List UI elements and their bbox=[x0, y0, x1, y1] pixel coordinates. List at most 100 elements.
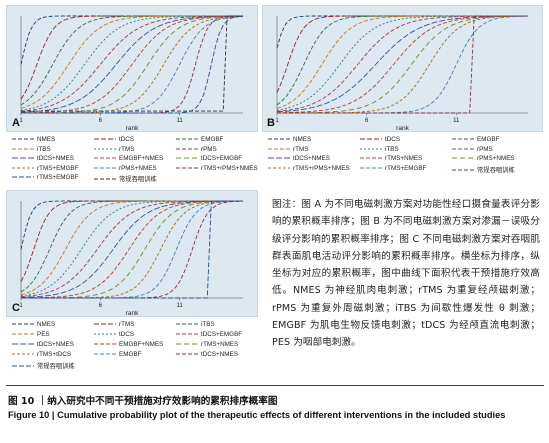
legend-label: rTMS bbox=[119, 145, 135, 153]
legend-label: rPMS+NMES bbox=[119, 164, 157, 172]
legend-label: rPMS+NMES bbox=[477, 155, 515, 162]
series-line bbox=[20, 200, 243, 282]
series-line bbox=[21, 15, 244, 114]
legend-item: iTBS bbox=[12, 146, 51, 153]
legend-item: PES bbox=[12, 331, 50, 338]
legend-swatch bbox=[360, 157, 382, 159]
legend-item: rTMS+rPMS+NMES bbox=[268, 165, 350, 172]
panel-b: 1 6 11 rank B bbox=[262, 5, 543, 132]
legend-swatch bbox=[12, 138, 34, 140]
legend-swatch bbox=[94, 167, 116, 169]
legend-item: tDCS bbox=[94, 331, 134, 338]
series-line bbox=[21, 200, 243, 299]
x-tick-label: 6 bbox=[99, 303, 103, 309]
legend-label: rTMS bbox=[119, 321, 135, 328]
legend-item: rTMS bbox=[94, 321, 134, 328]
legend-label: tDCS+NMES bbox=[201, 351, 238, 358]
caption-english: Figure 10 | Cumulative probability plot … bbox=[8, 410, 506, 420]
legend-swatch bbox=[360, 167, 382, 169]
legend-label: rTMS+NMES bbox=[385, 155, 423, 162]
legend-item: 常规吞咽训练 bbox=[94, 174, 157, 183]
legend-label: NMES bbox=[37, 136, 56, 143]
legend-item: tDCS bbox=[360, 136, 400, 143]
legend-label: tDCS+EMGBF bbox=[201, 155, 243, 162]
series-line bbox=[20, 15, 243, 106]
legend-item: rTMS+EMGBF bbox=[12, 174, 78, 181]
legend-label: tDCS bbox=[119, 136, 135, 143]
legend-swatch bbox=[176, 148, 198, 150]
legend-label: EMGBF bbox=[119, 351, 142, 358]
legend-item: tDCS+NMES bbox=[12, 341, 74, 348]
legend-item: 常规吞咽训练 bbox=[452, 165, 515, 174]
legend-swatch bbox=[94, 323, 116, 325]
legend-swatch bbox=[452, 148, 474, 150]
series-line bbox=[276, 15, 528, 112]
series-line bbox=[20, 200, 243, 297]
panel-c-plot: 1 6 11 rank bbox=[19, 200, 244, 317]
legend-item: rPMS+NMES bbox=[452, 155, 515, 162]
series-line bbox=[20, 15, 243, 100]
legend-swatch bbox=[94, 157, 116, 159]
legend-item: rPMS bbox=[452, 146, 493, 153]
legend-swatch bbox=[176, 167, 198, 169]
legend-item: iTBS bbox=[360, 146, 399, 153]
legend-label: rTMS+rPMS+NMES bbox=[293, 164, 350, 172]
legend-item: rTMS+NMES bbox=[176, 341, 238, 348]
legend-label: 常规吞咽训练 bbox=[477, 166, 515, 174]
legend-swatch bbox=[452, 138, 474, 140]
series-line bbox=[20, 15, 243, 112]
panel-b-legend: NMES tDCS EMGBF rTMS iTBS rPMS tDCS+NMES rTMS+N… bbox=[262, 133, 543, 185]
x-tick-label: 1 bbox=[19, 118, 23, 124]
series-line bbox=[20, 15, 243, 65]
legend-label: NMES bbox=[37, 321, 56, 328]
legend-item: rTMS+EMGBF bbox=[12, 165, 78, 172]
series-line bbox=[21, 200, 243, 299]
legend-item: rTMS+tDCS bbox=[12, 351, 71, 358]
x-tick-label: 6 bbox=[99, 118, 103, 124]
legend-item: rPMS bbox=[176, 146, 217, 153]
series-line bbox=[20, 15, 243, 111]
legend-label: rPMS bbox=[201, 145, 217, 153]
panel-a-plot: 1 6 11 rank bbox=[19, 15, 244, 132]
legend-label: tDCS+NMES bbox=[293, 155, 330, 162]
legend-swatch bbox=[176, 138, 198, 140]
legend-label: rTMS+rPMS+NMES bbox=[201, 164, 258, 172]
legend-item: tDCS+NMES bbox=[268, 155, 330, 162]
legend-item: NMES bbox=[268, 136, 311, 143]
legend-item: NMES bbox=[12, 136, 55, 143]
series-line bbox=[277, 15, 528, 114]
x-tick-label: 11 bbox=[176, 118, 183, 124]
legend-swatch bbox=[12, 176, 34, 178]
legend-swatch bbox=[12, 323, 34, 325]
series-line bbox=[20, 15, 243, 113]
legend-swatch bbox=[12, 343, 34, 345]
legend-label: rTMS+EMGBF bbox=[37, 174, 79, 181]
legend-label: rTMS+EMGBF bbox=[385, 164, 427, 172]
legend-swatch bbox=[12, 353, 34, 355]
panel-b-plot: 1 6 11 rank bbox=[275, 15, 529, 132]
legend-swatch bbox=[452, 157, 474, 159]
legend-item: 常规吞咽训练 bbox=[12, 361, 75, 370]
series-line bbox=[276, 15, 528, 113]
legend-swatch bbox=[94, 353, 116, 355]
legend-label: EMGBF bbox=[201, 136, 224, 143]
x-axis-label: rank bbox=[126, 125, 139, 132]
x-tick-label: 11 bbox=[453, 118, 460, 124]
series-line bbox=[276, 15, 528, 111]
legend-label: tDCS+EMGBF bbox=[201, 331, 243, 338]
legend-item: rTMS+NMES bbox=[360, 155, 422, 162]
legend-label: tDCS+NMES bbox=[37, 155, 74, 162]
legend-item: EMGBF+NMES bbox=[94, 155, 163, 162]
legend-item: tDCS+NMES bbox=[12, 155, 74, 162]
x-axis-label: rank bbox=[126, 310, 139, 317]
series-line bbox=[277, 15, 529, 114]
legend-swatch bbox=[94, 148, 116, 150]
panel-a-letter: A bbox=[12, 117, 20, 129]
legend-label: rPMS bbox=[477, 145, 493, 153]
legend-item: EMGBF bbox=[176, 136, 223, 143]
legend-swatch bbox=[12, 157, 34, 159]
caption-divider bbox=[6, 385, 544, 386]
x-tick-label: 6 bbox=[365, 118, 369, 124]
legend-item: EMGBF+NMES bbox=[94, 341, 163, 348]
legend-swatch bbox=[268, 167, 290, 169]
